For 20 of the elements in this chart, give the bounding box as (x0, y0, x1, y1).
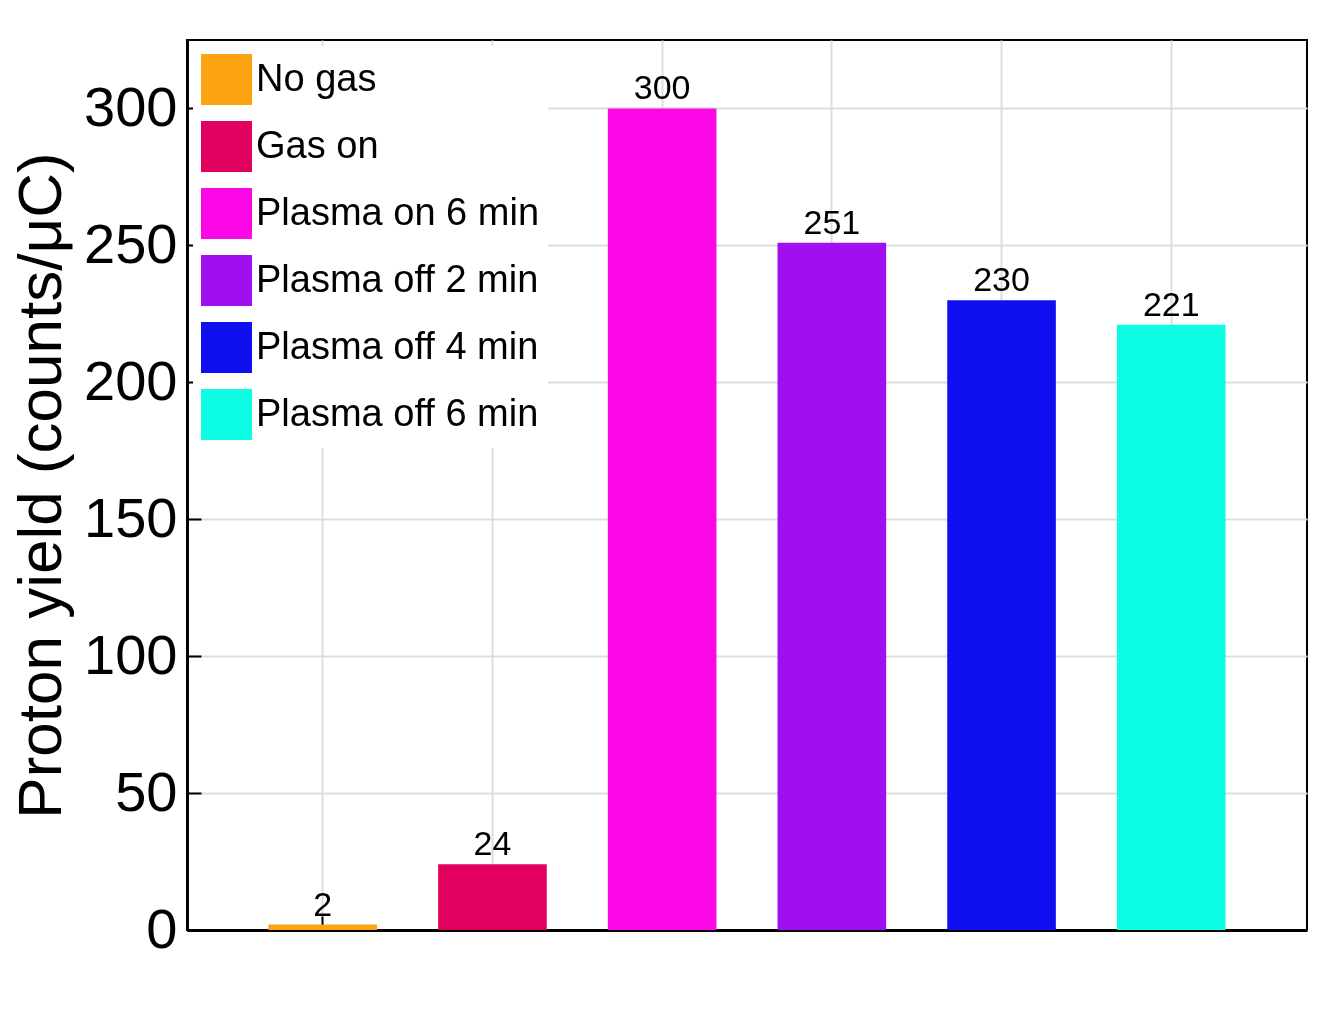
y-axis-title: Proton yield (counts/μC) (5, 152, 75, 819)
y-tick-label: 300 (84, 74, 178, 138)
y-tick-label: 250 (84, 211, 178, 275)
legend-label: Plasma off 6 min (256, 391, 539, 434)
y-tick-label: 0 (146, 896, 178, 960)
legend-label: Plasma off 4 min (256, 324, 539, 367)
data-label: 2 (313, 884, 333, 923)
y-tick-label: 100 (84, 622, 178, 686)
data-label: 251 (803, 202, 861, 241)
data-label: 221 (1142, 284, 1200, 323)
y-tick-label: 50 (115, 759, 178, 823)
y-tick-label: 200 (84, 348, 178, 412)
legend-label: No gas (256, 56, 377, 99)
legend-label: Plasma off 2 min (256, 257, 539, 300)
data-label: 24 (473, 824, 512, 863)
legend-label: Plasma on 6 min (256, 190, 540, 233)
data-label: 230 (973, 260, 1030, 299)
legend-label: Gas on (256, 123, 379, 166)
y-tick-label: 150 (84, 485, 178, 549)
data-label: 300 (633, 68, 691, 107)
